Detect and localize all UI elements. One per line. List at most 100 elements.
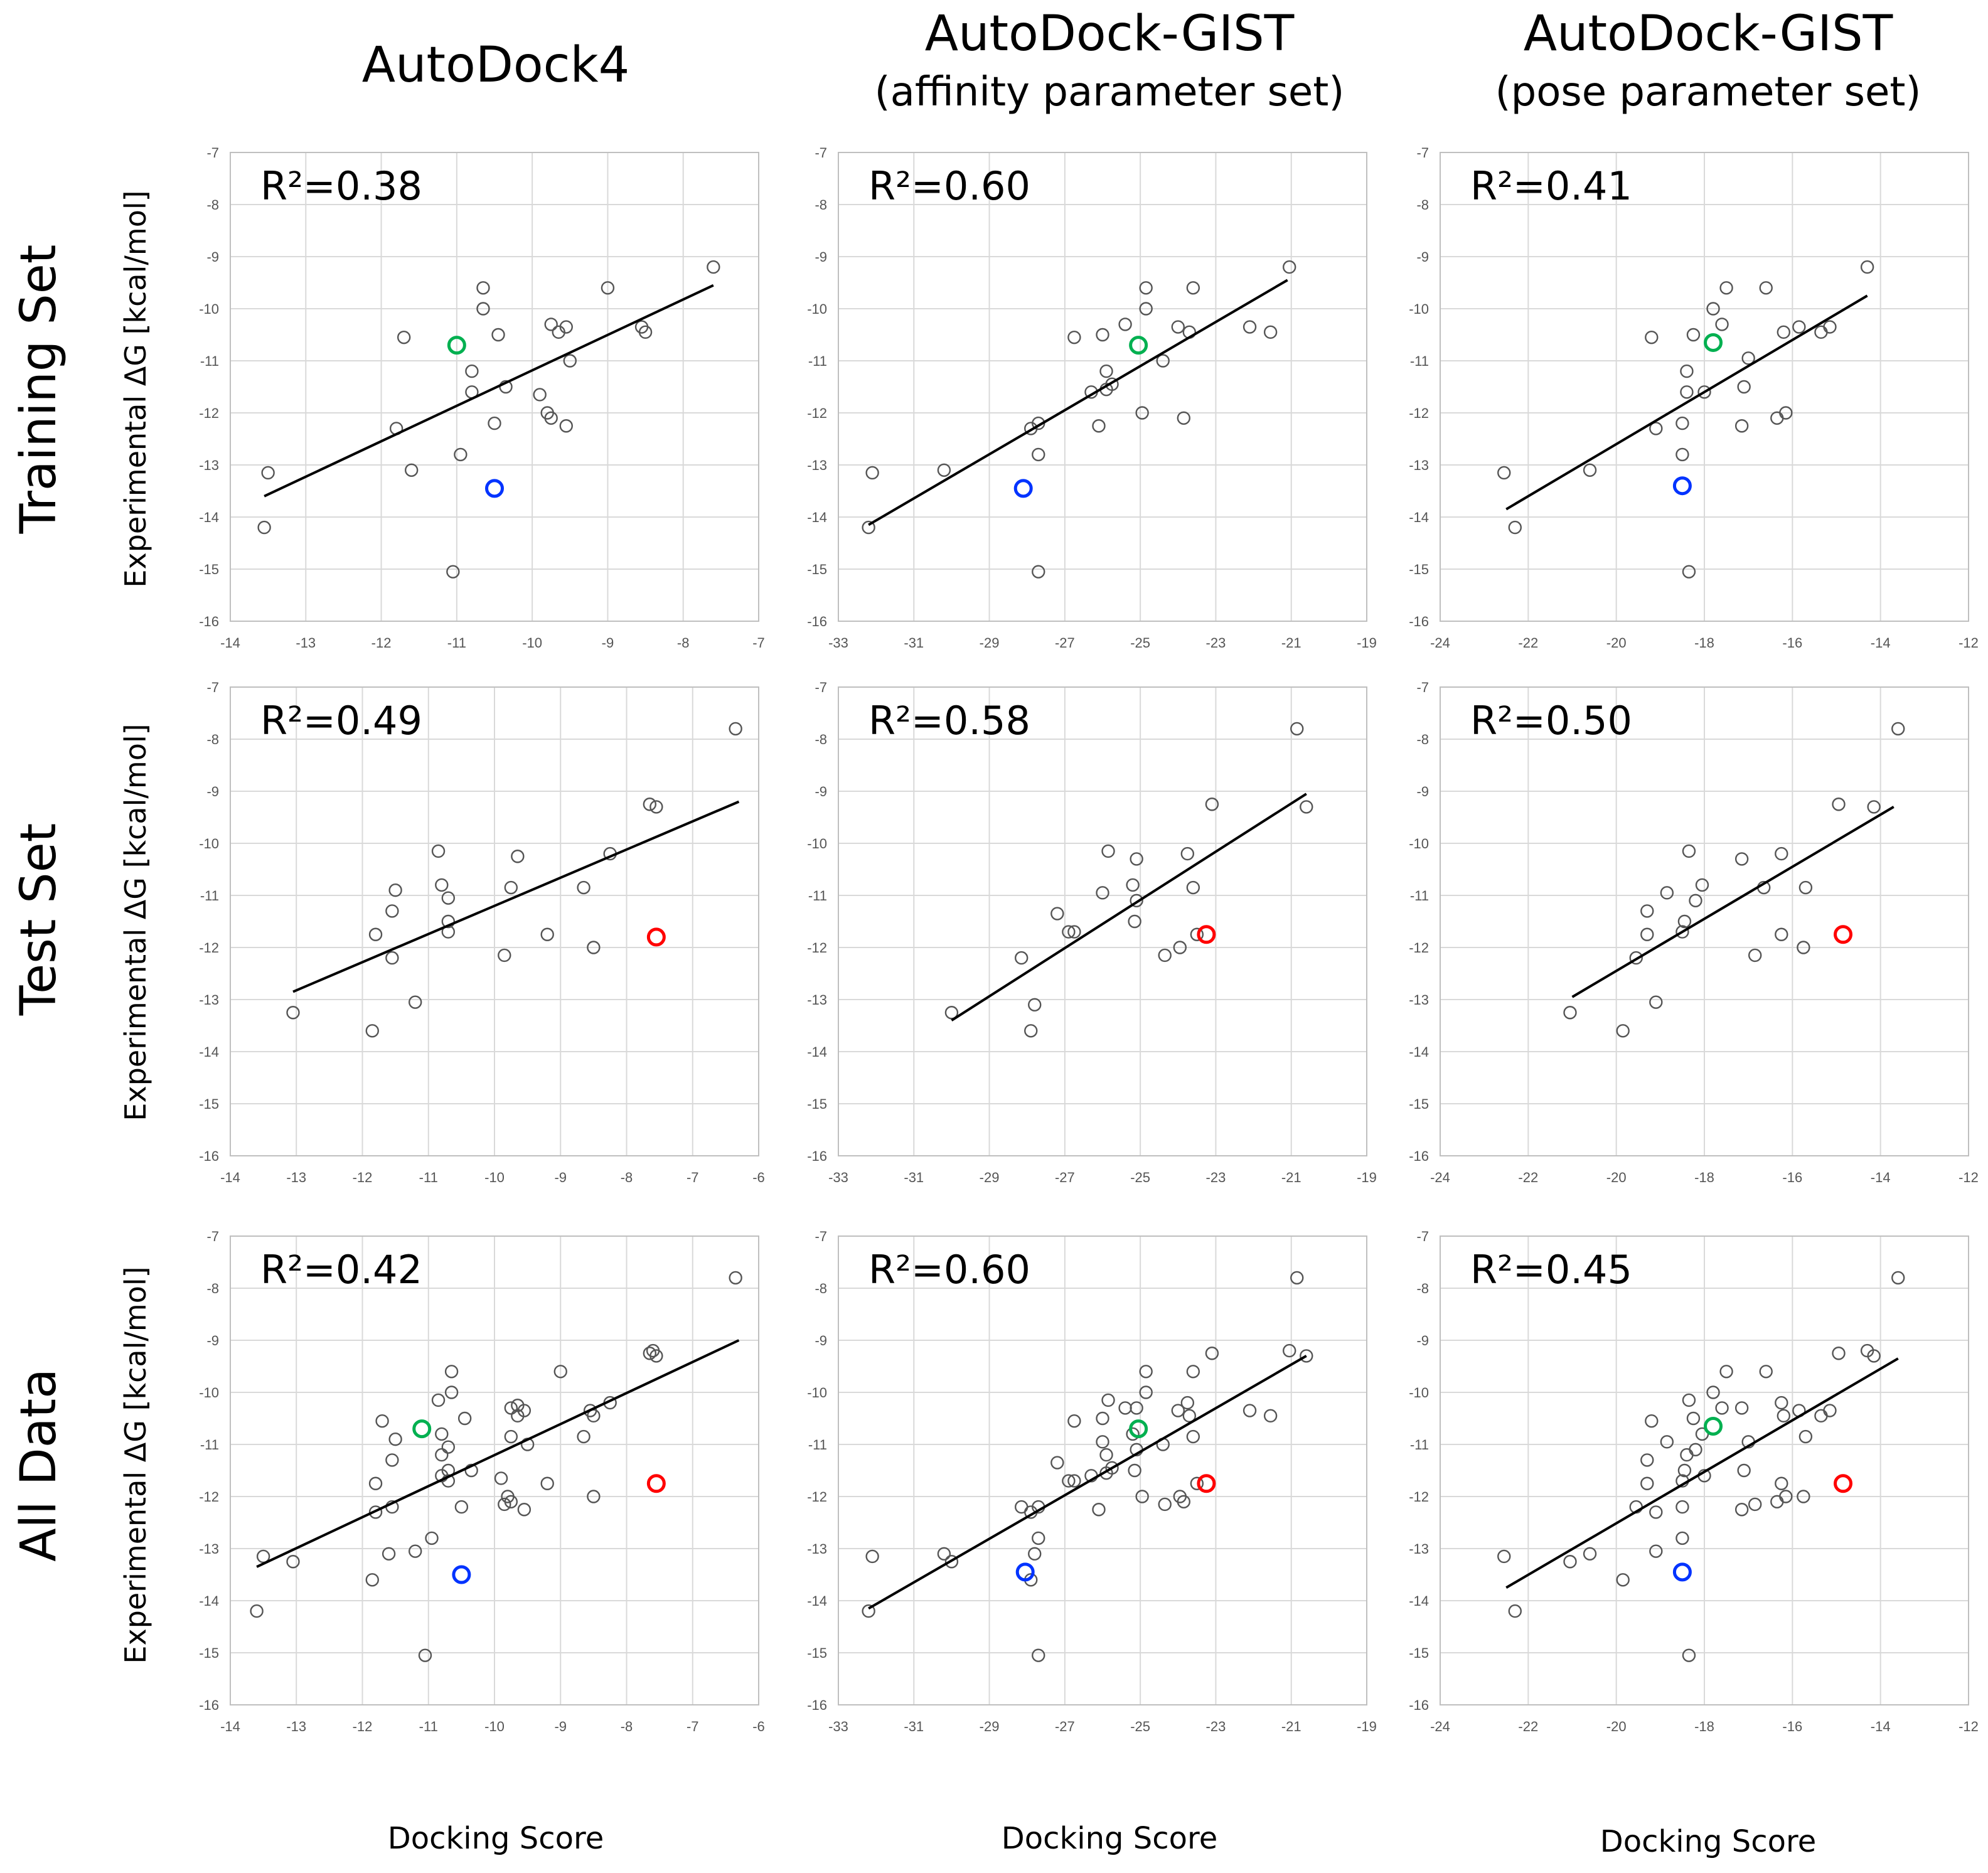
x-tick-label: -10 bbox=[484, 1170, 505, 1185]
data-point bbox=[454, 447, 468, 462]
data-point bbox=[1734, 1401, 1749, 1415]
data-point bbox=[431, 844, 446, 858]
data-point bbox=[1649, 1505, 1663, 1519]
x-tick-label: -7 bbox=[752, 635, 765, 651]
data-point bbox=[409, 1544, 422, 1558]
data-point bbox=[1682, 1393, 1696, 1407]
data-point bbox=[944, 1006, 959, 1020]
y-tick-label: -9 bbox=[206, 1333, 219, 1348]
data-point bbox=[1508, 520, 1522, 535]
data-point bbox=[1130, 1401, 1143, 1415]
x-tick-label: -20 bbox=[1606, 1719, 1627, 1734]
data-point bbox=[1737, 380, 1751, 394]
x-axis-label-col-2: Docking Score bbox=[1002, 1821, 1217, 1856]
data-point bbox=[1067, 330, 1081, 344]
regression-line bbox=[264, 284, 714, 498]
data-point bbox=[368, 1505, 383, 1519]
data-point bbox=[1050, 1456, 1064, 1470]
data-point bbox=[1563, 1006, 1577, 1020]
y-tick-label: -9 bbox=[206, 249, 219, 265]
x-tick-label: -33 bbox=[828, 1170, 848, 1185]
data-point bbox=[504, 1495, 518, 1509]
x-tick-label: -8 bbox=[621, 1170, 633, 1185]
y-tick-label: -11 bbox=[808, 888, 827, 904]
data-point bbox=[1640, 904, 1654, 918]
data-point bbox=[1682, 1648, 1696, 1662]
data-point bbox=[375, 1414, 389, 1428]
y-tick-label: -8 bbox=[815, 1281, 827, 1296]
data-point bbox=[1032, 1648, 1045, 1662]
data-point bbox=[1067, 1414, 1081, 1428]
data-point bbox=[1583, 463, 1597, 477]
x-tick-label: -8 bbox=[621, 1719, 633, 1734]
data-point bbox=[1675, 1500, 1689, 1514]
highlight-point-blue bbox=[485, 479, 504, 498]
r-squared-label: R²=0.60 bbox=[868, 1247, 1030, 1293]
data-point bbox=[1689, 894, 1702, 908]
data-point bbox=[1118, 318, 1132, 331]
data-point bbox=[1686, 1411, 1701, 1426]
data-point bbox=[1096, 328, 1109, 342]
data-point bbox=[498, 1497, 511, 1512]
data-point bbox=[1777, 1409, 1791, 1423]
data-point bbox=[1640, 1453, 1654, 1467]
data-point bbox=[862, 520, 875, 535]
y-tick-label: -7 bbox=[1416, 1229, 1429, 1244]
data-point bbox=[1814, 325, 1828, 339]
plot-frame bbox=[838, 1235, 1367, 1705]
y-tick-label: -10 bbox=[807, 301, 827, 317]
data-point bbox=[1283, 260, 1296, 274]
data-point bbox=[1099, 1448, 1113, 1462]
y-tick-label: -10 bbox=[1409, 301, 1429, 317]
data-point bbox=[1680, 364, 1694, 378]
data-point bbox=[1283, 1343, 1296, 1358]
data-point bbox=[1775, 1395, 1788, 1410]
data-point bbox=[1706, 1385, 1720, 1399]
data-point bbox=[1205, 798, 1219, 811]
data-point bbox=[1290, 722, 1304, 736]
highlight-point-red bbox=[1197, 925, 1216, 944]
data-point bbox=[1092, 1503, 1106, 1517]
x-tick-label: -9 bbox=[554, 1719, 567, 1734]
data-point bbox=[540, 1476, 554, 1490]
data-point bbox=[1748, 948, 1762, 963]
data-point bbox=[1891, 1271, 1905, 1285]
data-point bbox=[435, 1448, 449, 1462]
y-tick-label: -8 bbox=[1416, 1281, 1429, 1296]
y-tick-label: -12 bbox=[807, 1489, 827, 1505]
y-tick-label: -15 bbox=[1409, 1645, 1429, 1661]
data-point bbox=[494, 1471, 508, 1485]
y-tick-label: -8 bbox=[1416, 197, 1429, 213]
data-point bbox=[1180, 846, 1195, 861]
y-tick-label: -9 bbox=[1416, 1333, 1429, 1348]
data-point bbox=[382, 1547, 396, 1561]
y-tick-label: -16 bbox=[1409, 614, 1429, 629]
data-point bbox=[1128, 914, 1141, 929]
x-tick-label: -20 bbox=[1606, 635, 1627, 651]
row-label-test: Test Set bbox=[11, 823, 67, 1016]
data-point bbox=[1675, 925, 1689, 939]
y-tick-label: -12 bbox=[1409, 940, 1429, 956]
data-point bbox=[643, 798, 657, 811]
data-point bbox=[1186, 880, 1200, 895]
data-point bbox=[1158, 1497, 1172, 1512]
x-tick-label: -24 bbox=[1430, 635, 1450, 651]
data-point bbox=[1629, 951, 1643, 965]
data-point bbox=[1660, 1435, 1674, 1449]
data-point bbox=[385, 904, 399, 918]
y-tick-label: -9 bbox=[815, 1333, 827, 1348]
y-tick-label: -15 bbox=[1409, 1096, 1429, 1112]
x-tick-label: -27 bbox=[1055, 1719, 1075, 1734]
data-point bbox=[368, 927, 383, 941]
row-label-training: Training Set bbox=[11, 245, 67, 535]
data-point bbox=[1158, 948, 1172, 963]
y-tick-label: -16 bbox=[199, 1148, 219, 1164]
column-title-2: AutoDock-GIST bbox=[925, 6, 1295, 62]
y-tick-label: -9 bbox=[1416, 249, 1429, 265]
x-tick-label: -29 bbox=[980, 1719, 1000, 1734]
data-point bbox=[1171, 1404, 1185, 1417]
data-point bbox=[441, 1440, 456, 1454]
x-tick-label: -14 bbox=[1871, 1170, 1891, 1185]
data-point bbox=[1779, 406, 1793, 420]
y-tick-label: -8 bbox=[206, 197, 219, 213]
